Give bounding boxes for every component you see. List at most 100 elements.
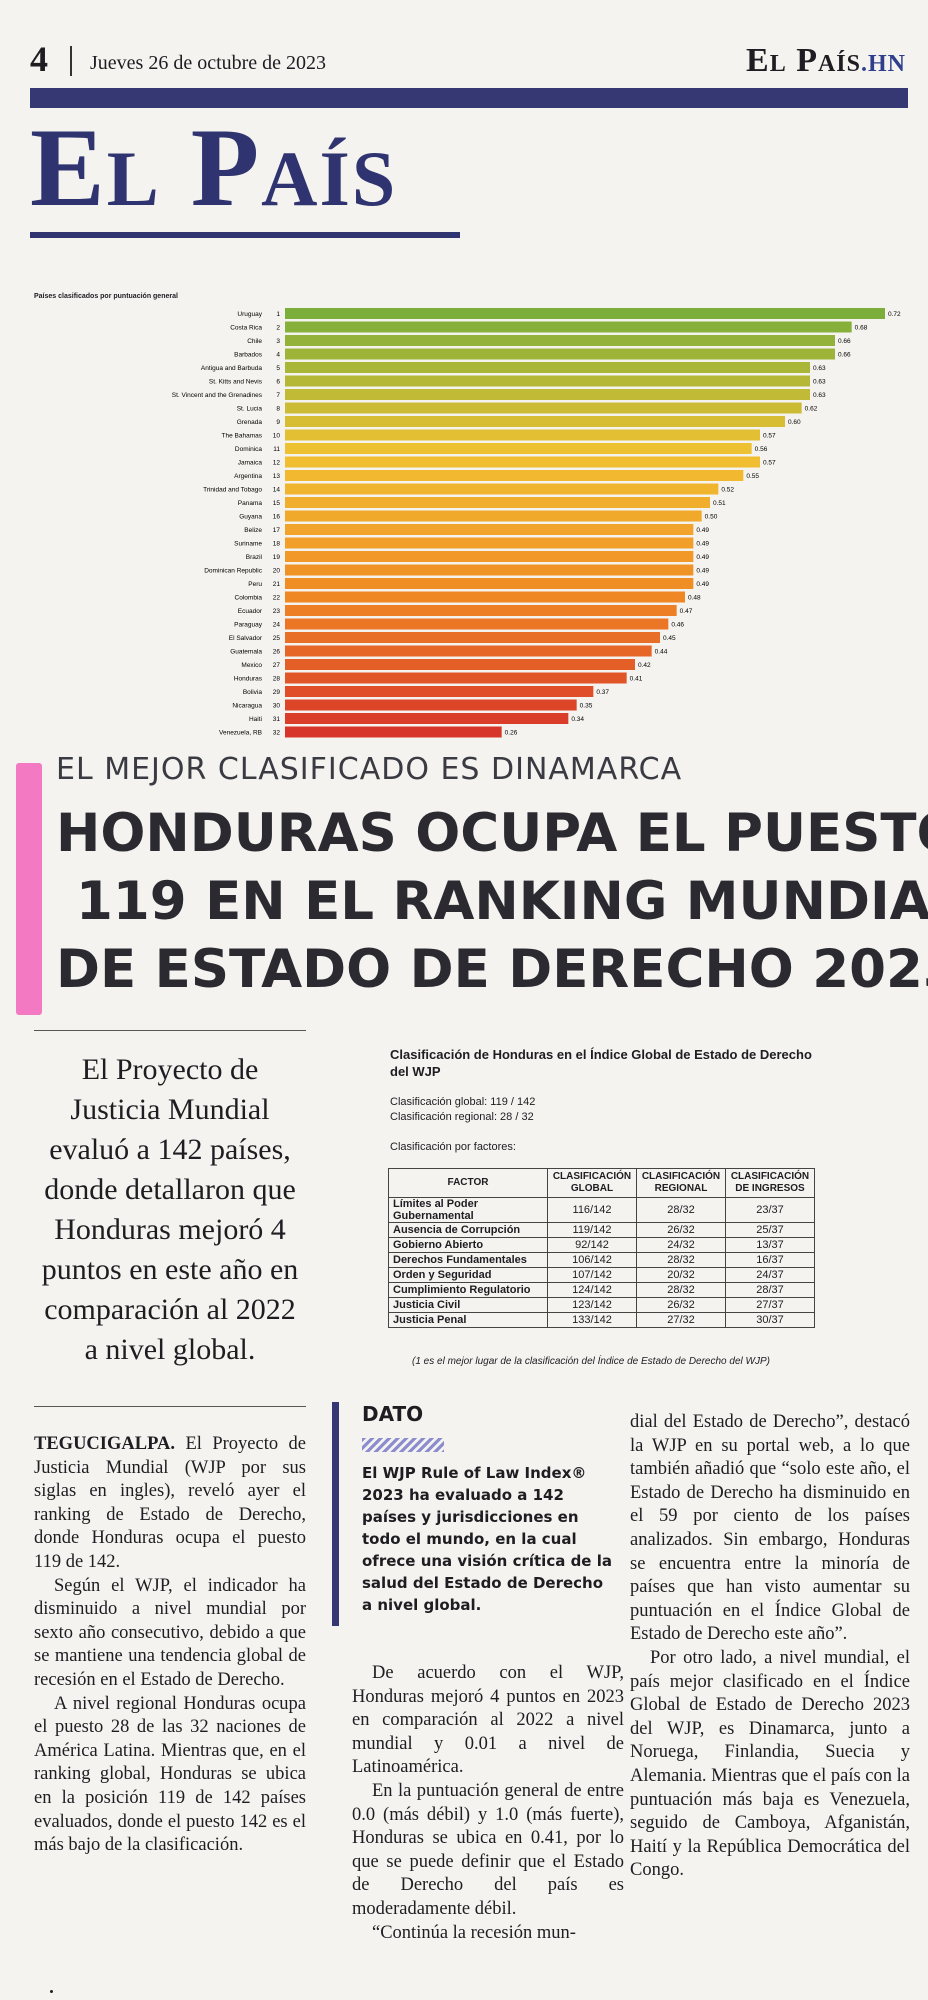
- country-label: Paraguay: [234, 622, 263, 629]
- paragraph-text: El Proyecto de Justicia Mundial (WJP por…: [34, 1434, 306, 1572]
- factor-cell: Ausencia de Corrupción: [388, 1222, 548, 1238]
- rank-label: 25: [273, 635, 281, 642]
- score-bar: [285, 564, 694, 576]
- paragraph: A nivel regional Honduras ocupa el puest…: [34, 1693, 306, 1856]
- country-label: St. Lucia: [237, 406, 263, 413]
- header-bar: [30, 88, 908, 108]
- score-bar: [285, 375, 810, 387]
- table-row: Justicia Penal 133/142 27/32 30/37: [388, 1312, 815, 1328]
- masthead-brand: El País.HN: [746, 42, 906, 80]
- table-row: Orden y Seguridad 107/142 20/32 24/37: [388, 1267, 815, 1283]
- global-cell: 123/142: [547, 1297, 637, 1313]
- brand-suffix: .HN: [861, 51, 906, 77]
- value-label: 0.66: [838, 352, 851, 359]
- factors-label: Clasificación por factores:: [390, 1141, 516, 1153]
- rank-label: 30: [273, 703, 281, 710]
- country-label: Mexico: [241, 662, 262, 669]
- header-ingresos: CLASIFICACIÓN DE INGRESOS: [725, 1168, 815, 1198]
- rank-label: 10: [273, 433, 281, 440]
- factor-cell: Gobierno Abierto: [388, 1237, 548, 1253]
- country-label: Dominica: [235, 446, 262, 453]
- regional-rank: Clasificación regional: 28 / 32: [390, 1111, 534, 1123]
- table-row: Límites al Poder Gubernamental 116/142 28/…: [388, 1197, 815, 1223]
- global-cell: 106/142: [547, 1252, 637, 1268]
- score-bar: [285, 578, 694, 589]
- rank-label: 17: [273, 527, 281, 534]
- value-label: 0.42: [638, 662, 651, 669]
- value-label: 0.56: [755, 446, 768, 453]
- section-logo: El País: [30, 106, 398, 230]
- ingresos-cell: 24/37: [725, 1267, 815, 1283]
- rank-label: 19: [273, 554, 281, 561]
- country-label: Jamaica: [238, 460, 263, 467]
- score-bar: [285, 632, 660, 643]
- rank-label: 12: [273, 460, 281, 467]
- score-bar: [285, 470, 744, 481]
- header-separator: [70, 46, 72, 76]
- country-label: Dominican Republic: [204, 568, 263, 575]
- rank-label: 27: [273, 662, 281, 669]
- value-label: 0.26: [505, 730, 518, 737]
- country-label: Guatemala: [230, 649, 262, 656]
- score-bar: [285, 618, 669, 630]
- rank-label: 26: [273, 649, 281, 656]
- score-bar: [285, 537, 694, 549]
- value-label: 0.55: [746, 473, 759, 480]
- value-label: 0.49: [696, 541, 709, 548]
- country-label: Antigua and Barbuda: [201, 365, 262, 372]
- section-logo-rule: [30, 232, 460, 238]
- brand-name: El País: [746, 42, 861, 79]
- rank-label: 24: [273, 622, 281, 629]
- rank-label: 15: [273, 500, 281, 507]
- rank-label: 14: [273, 487, 281, 494]
- headline-line-2: 119 EN EL RANKING MUNDIAL: [76, 871, 928, 932]
- value-label: 0.49: [696, 568, 709, 575]
- ingresos-cell: 27/37: [725, 1297, 815, 1313]
- article-column-3: dial del Estado de Derecho”, destacó la …: [630, 1411, 910, 1883]
- value-label: 0.48: [688, 595, 701, 602]
- global-cell: 119/142: [547, 1222, 637, 1238]
- header-regional: CLASIFICACIÓN REGIONAL: [636, 1168, 726, 1198]
- factor-cell: Orden y Seguridad: [388, 1267, 548, 1283]
- global-cell: 133/142: [547, 1312, 637, 1328]
- ranking-bar-chart: Uruguay 1 0.72 Costa Rica 2 0.68 Chile 3 0.66 Bar…: [172, 308, 901, 738]
- table-row: Ausencia de Corrupción 119/142 26/32 25/37: [388, 1222, 815, 1238]
- regional-cell: 26/32: [636, 1222, 726, 1238]
- dato-accent-bar: [332, 1402, 339, 1626]
- country-label: Honduras: [234, 676, 263, 683]
- score-bar: [285, 362, 810, 373]
- country-label: Venezuela, RB: [219, 730, 262, 737]
- value-label: 0.60: [788, 419, 801, 426]
- rank-label: 13: [273, 473, 281, 480]
- score-bar: [285, 308, 885, 319]
- value-label: 0.49: [696, 554, 709, 561]
- value-label: 0.63: [813, 365, 826, 372]
- rank-label: 3: [276, 338, 280, 345]
- rank-label: 29: [273, 689, 281, 696]
- regional-cell: 20/32: [636, 1267, 726, 1283]
- rank-label: 6: [276, 379, 280, 386]
- score-bar: [285, 591, 685, 603]
- article-column-1: TEGUCIGALPA. El Proyecto de Justicia Mun…: [34, 1433, 306, 1858]
- table-row: Gobierno Abierto 92/142 24/32 13/37: [388, 1237, 815, 1253]
- factor-cell: Justicia Penal: [388, 1312, 548, 1328]
- score-bar: [285, 348, 835, 360]
- country-label: Argentina: [234, 473, 262, 480]
- summary-rule-top: [34, 1030, 306, 1031]
- headline-line-3: DE ESTADO DE DERECHO 2023: [56, 939, 928, 1000]
- value-label: 0.44: [655, 649, 668, 656]
- country-label: Haiti: [249, 716, 262, 723]
- country-label: Colombia: [235, 595, 263, 602]
- score-bar: [285, 402, 802, 414]
- country-label: Ecuador: [238, 608, 263, 615]
- rank-label: 7: [276, 392, 280, 399]
- score-bar: [285, 551, 694, 562]
- country-label: The Bahamas: [222, 433, 263, 440]
- rank-label: 2: [276, 325, 280, 332]
- header-factor: FACTOR: [388, 1168, 548, 1198]
- dato-label: DATO: [362, 1402, 424, 1426]
- ingresos-cell: 23/37: [725, 1197, 815, 1223]
- score-bar: [285, 713, 569, 724]
- rank-label: 16: [273, 514, 281, 521]
- paragraph: De acuerdo con el WJP, Honduras mejoró 4…: [352, 1663, 624, 1778]
